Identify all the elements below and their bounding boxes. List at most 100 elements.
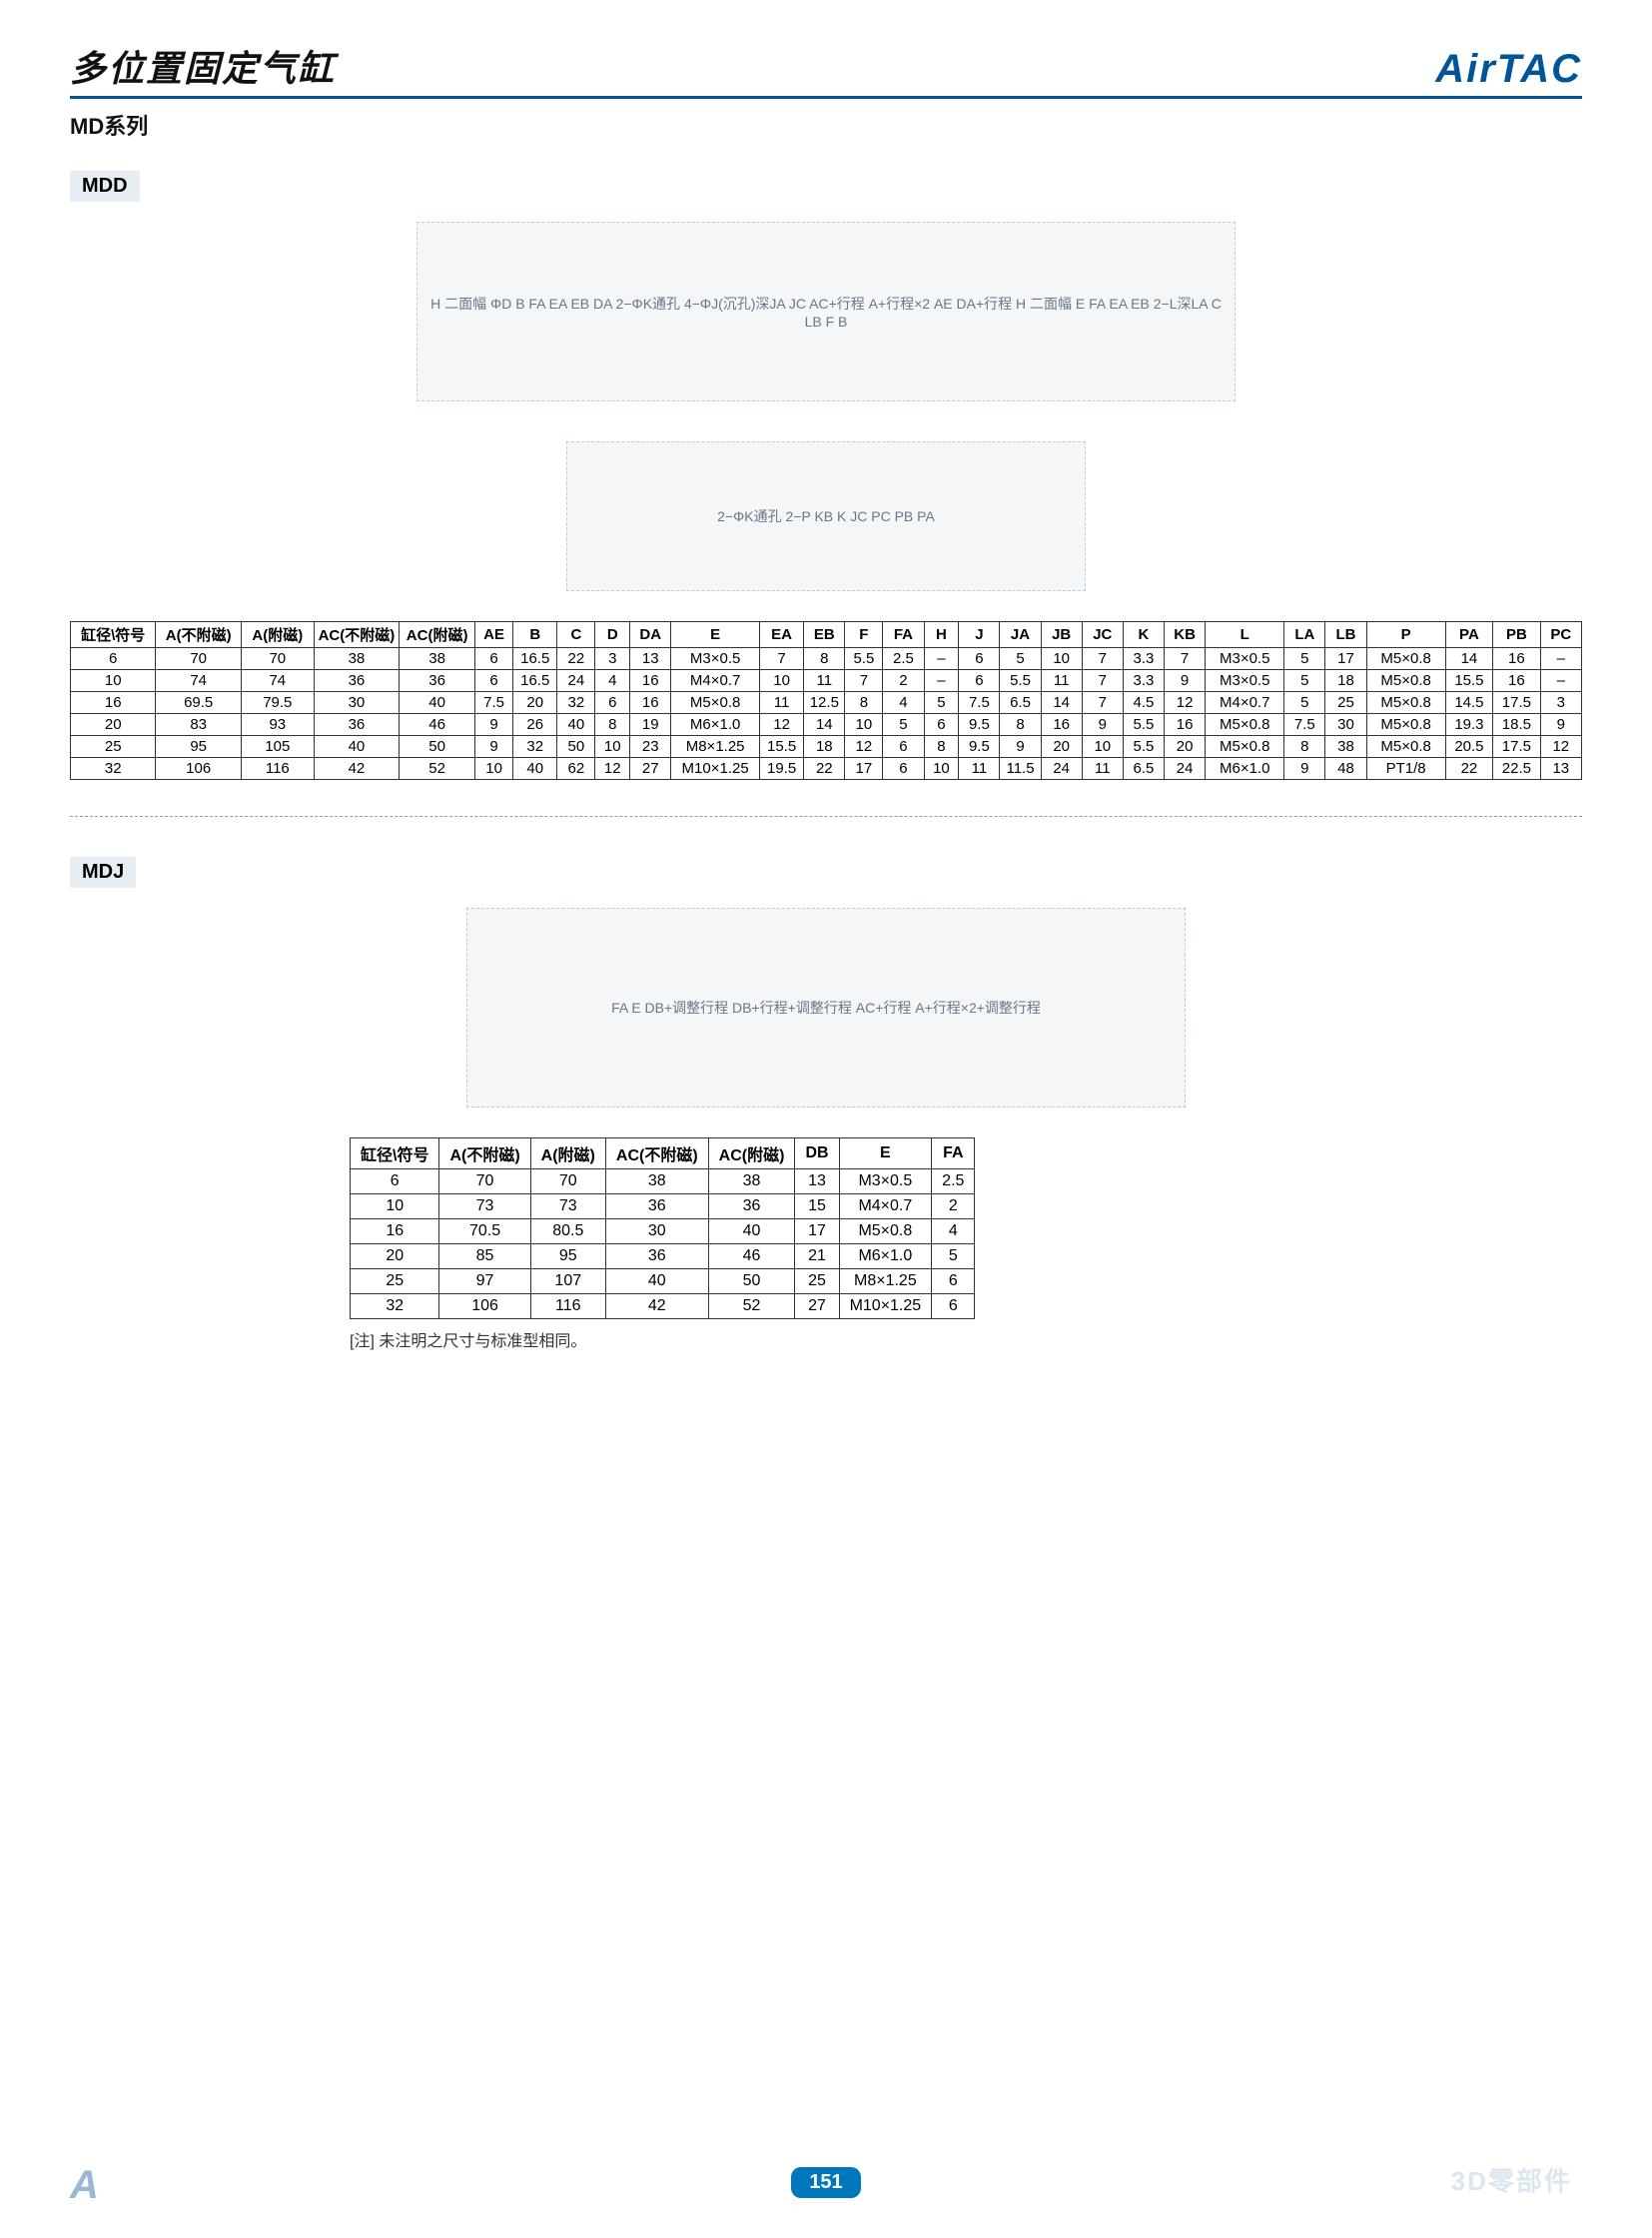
table-cell: 36 — [314, 714, 399, 736]
table-header-cell: E — [671, 622, 760, 648]
table-header-cell: FA — [932, 1138, 975, 1169]
table-row: 32106116425227M10×1.256 — [351, 1294, 975, 1319]
table-cell: 7 — [1082, 670, 1123, 692]
table-cell: 6 — [883, 758, 924, 780]
table-header-cell: JC — [1082, 622, 1123, 648]
table-cell: M3×0.5 — [671, 648, 760, 670]
table-cell: M5×0.8 — [671, 692, 760, 714]
table-cell: M5×0.8 — [1366, 736, 1445, 758]
table-cell: 5 — [1000, 648, 1041, 670]
table-cell: 6 — [959, 648, 1000, 670]
table-cell: 5 — [1284, 670, 1325, 692]
table-cell: 9 — [1082, 714, 1123, 736]
table-cell: 15.5 — [1445, 670, 1492, 692]
table-header-cell: D — [595, 622, 630, 648]
table-cell: M3×0.5 — [839, 1169, 932, 1194]
table-cell: M4×0.7 — [671, 670, 760, 692]
table-cell: 4 — [883, 692, 924, 714]
table-header-cell: AC(附磁) — [708, 1138, 795, 1169]
table-cell: 42 — [314, 758, 399, 780]
table-cell: 7 — [1165, 648, 1206, 670]
table-cell: 95 — [530, 1244, 605, 1269]
table-cell: 20.5 — [1445, 736, 1492, 758]
table-cell: 52 — [708, 1294, 795, 1319]
table-cell: 16 — [71, 692, 156, 714]
table-header-cell: JB — [1041, 622, 1082, 648]
table-cell: 9 — [1165, 670, 1206, 692]
table-cell: M3×0.5 — [1206, 670, 1284, 692]
table-cell: 4 — [595, 670, 630, 692]
table-cell: 12.5 — [804, 692, 845, 714]
table-cell: 97 — [439, 1269, 530, 1294]
table-cell: 10 — [845, 714, 883, 736]
table-cell: 40 — [314, 736, 399, 758]
table-header-cell: DB — [795, 1138, 839, 1169]
table-header-row: 缸径\符号A(不附磁)A(附磁)AC(不附磁)AC(附磁)DBEFA — [351, 1138, 975, 1169]
table-header-cell: A(附磁) — [241, 622, 314, 648]
table-cell: 16.5 — [513, 670, 557, 692]
mdj-main-drawing: FA E DB+调整行程 DB+行程+调整行程 AC+行程 A+行程×2+调整行… — [466, 908, 1186, 1108]
table-header-cell: A(不附磁) — [156, 622, 241, 648]
page-subtitle: MD系列 — [70, 109, 1582, 141]
table-cell: 16 — [1493, 648, 1540, 670]
table-cell: 6 — [959, 670, 1000, 692]
table-cell: 5 — [1284, 692, 1325, 714]
table-cell: M5×0.8 — [1206, 736, 1284, 758]
table-cell: 8 — [804, 648, 845, 670]
table-cell: 20 — [1165, 736, 1206, 758]
table-cell: 4.5 — [1123, 692, 1164, 714]
table-cell: 9.5 — [959, 714, 1000, 736]
table-cell: 5 — [883, 714, 924, 736]
table-cell: 19.3 — [1445, 714, 1492, 736]
table-cell: 32 — [557, 692, 595, 714]
table-cell: 5.5 — [845, 648, 883, 670]
table-cell: 7 — [1082, 692, 1123, 714]
table-cell: 32 — [71, 758, 156, 780]
table-row: 1670.580.5304017M5×0.84 — [351, 1219, 975, 1244]
table-cell: 21 — [795, 1244, 839, 1269]
table-cell: 2.5 — [883, 648, 924, 670]
table-cell: 12 — [595, 758, 630, 780]
table-cell: 8 — [1284, 736, 1325, 758]
table-cell: 25 — [795, 1269, 839, 1294]
mdj-drawing-row: FA E DB+调整行程 DB+行程+调整行程 AC+行程 A+行程×2+调整行… — [70, 898, 1582, 1137]
header-row: 多位置固定气缸 AirTAC — [70, 40, 1582, 99]
table-cell: 14 — [1445, 648, 1492, 670]
table-header-cell: PB — [1493, 622, 1540, 648]
page: 多位置固定气缸 AirTAC MD系列 MDD H 二面幅 ΦD B FA EA… — [0, 0, 1652, 2238]
table-cell: 13 — [1540, 758, 1581, 780]
table-header-cell: FA — [883, 622, 924, 648]
table-cell: 18 — [804, 736, 845, 758]
table-cell: 38 — [314, 648, 399, 670]
table-cell: 8 — [595, 714, 630, 736]
mdj-note: [注] 未注明之尺寸与标准型相同。 — [350, 1327, 1582, 1351]
table-cell: M4×0.7 — [1206, 692, 1284, 714]
table-cell: 14.5 — [1445, 692, 1492, 714]
table-header-cell: A(附磁) — [530, 1138, 605, 1169]
table-cell: 13 — [630, 648, 671, 670]
table-cell: M6×1.0 — [839, 1244, 932, 1269]
table-cell: 9.5 — [959, 736, 1000, 758]
table-cell: 23 — [630, 736, 671, 758]
table-cell: 36 — [314, 670, 399, 692]
table-cell: 50 — [400, 736, 475, 758]
table-cell: 13 — [795, 1169, 839, 1194]
table-cell: 14 — [1041, 692, 1082, 714]
table-cell: 17 — [1325, 648, 1366, 670]
table-cell: 106 — [156, 758, 241, 780]
table-cell: 62 — [557, 758, 595, 780]
table-cell: 3.3 — [1123, 648, 1164, 670]
section-tag-mdj: MDJ — [70, 857, 136, 888]
table-cell: M10×1.25 — [671, 758, 760, 780]
table-cell: 50 — [708, 1269, 795, 1294]
table-row: 2597107405025M8×1.256 — [351, 1269, 975, 1294]
table-cell: M10×1.25 — [839, 1294, 932, 1319]
table-cell: 3 — [1540, 692, 1581, 714]
table-cell: 50 — [557, 736, 595, 758]
table-cell: 16 — [1165, 714, 1206, 736]
table-cell: 8 — [1000, 714, 1041, 736]
table-header-cell: PC — [1540, 622, 1581, 648]
watermark: 3D零部件 — [1451, 2161, 1572, 2198]
table-cell: 38 — [400, 648, 475, 670]
table-cell: 14 — [804, 714, 845, 736]
